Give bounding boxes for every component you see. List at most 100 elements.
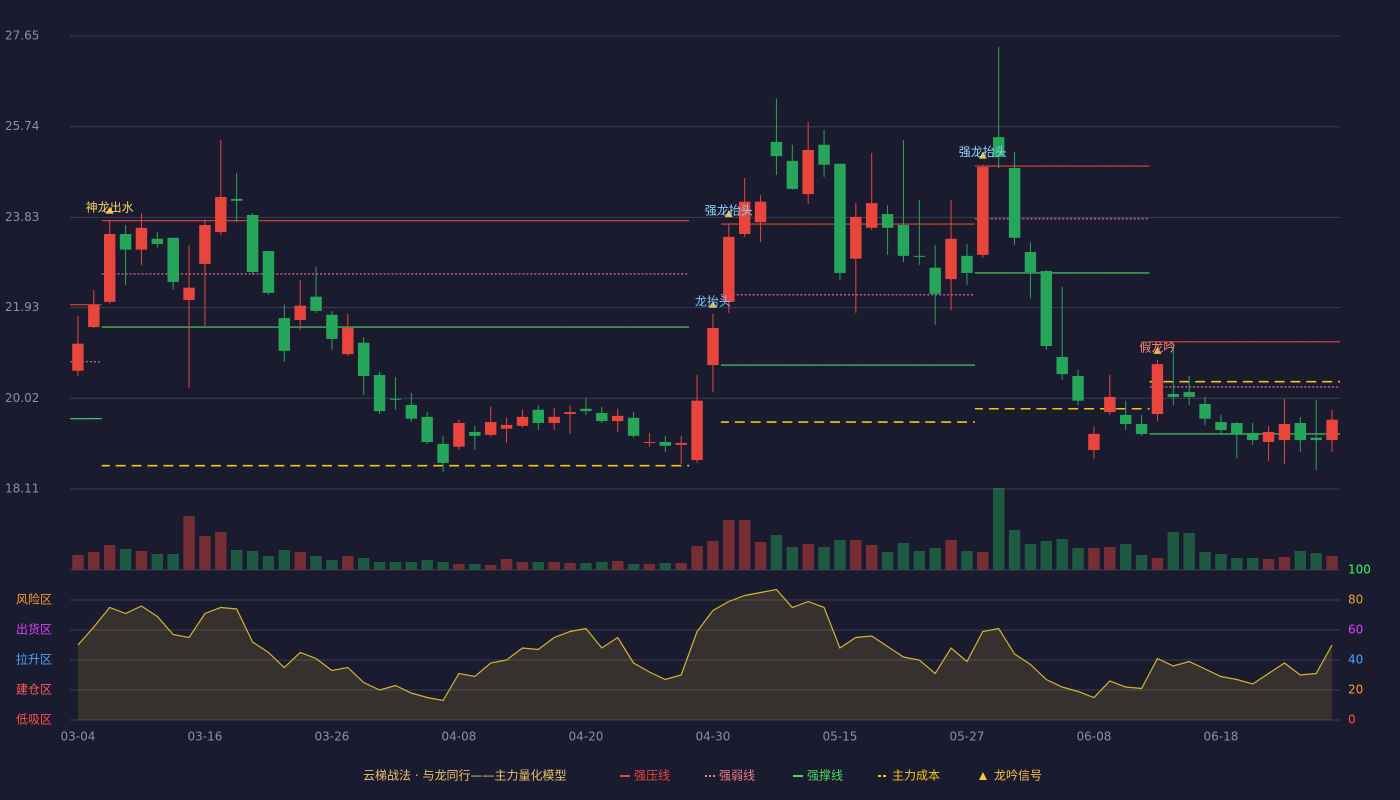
- x-tick-label: 05-15: [823, 730, 858, 744]
- candle-body: [1167, 394, 1180, 397]
- candle-body: [1151, 364, 1164, 414]
- volume-bar: [1104, 547, 1116, 570]
- volume-bar: [326, 560, 338, 570]
- volume-bar: [278, 550, 291, 570]
- candle-body: [897, 224, 910, 256]
- candle-body: [786, 160, 799, 189]
- volume-bar: [691, 546, 703, 570]
- candle-body: [421, 416, 433, 442]
- volume-bar: [437, 562, 449, 570]
- volume-bar: [961, 551, 973, 570]
- candle-body: [373, 375, 386, 412]
- signal-label: 假龙吟: [1139, 339, 1175, 354]
- volume-bar: [294, 552, 306, 570]
- signal-marker: [1153, 346, 1162, 354]
- candle-body: [1119, 414, 1132, 424]
- volume-bar: [516, 562, 529, 570]
- candle-body: [119, 234, 132, 250]
- signal-marker: [978, 151, 987, 159]
- volume-bar: [532, 562, 545, 570]
- y-tick-label: 27.65: [5, 29, 39, 43]
- candle-body: [183, 287, 195, 301]
- signal-label: 强龙抬头: [705, 204, 753, 218]
- volume-bar: [977, 552, 989, 570]
- candle-body: [326, 314, 338, 339]
- candle-body: [929, 267, 941, 294]
- candle-body: [199, 224, 211, 264]
- volume-bar: [310, 556, 322, 570]
- volume-bar: [707, 541, 719, 570]
- indicator-area: [77, 589, 1333, 720]
- candle-body: [754, 201, 767, 223]
- volume-bar: [151, 554, 164, 570]
- candle-body: [135, 227, 148, 250]
- volume-bar: [643, 564, 656, 570]
- volume-bar: [929, 548, 941, 570]
- candle-body: [1262, 432, 1275, 442]
- x-tick-label: 05-27: [950, 730, 985, 744]
- zone-label: 低吸区: [16, 713, 52, 727]
- volume-bar: [611, 561, 624, 570]
- candle-body: [1294, 422, 1307, 441]
- candle-body: [961, 255, 973, 273]
- volume-bar: [1215, 554, 1227, 570]
- candle-body: [723, 236, 735, 302]
- candle-body: [230, 198, 243, 201]
- candle-body: [1183, 392, 1195, 397]
- indicator-tick-label: 100: [1348, 563, 1371, 577]
- volume-bar: [1040, 541, 1053, 570]
- volume-bar: [119, 549, 132, 570]
- volume-bar: [373, 562, 386, 570]
- candle-body: [500, 424, 513, 429]
- candle-body: [262, 251, 275, 293]
- candle-body: [707, 328, 719, 366]
- zone-label: 风险区: [16, 592, 52, 607]
- candle-body: [659, 441, 672, 446]
- signal-marker: [724, 210, 733, 218]
- legend-label: 强压线: [634, 769, 670, 783]
- volume-bar: [1294, 551, 1307, 570]
- volume-bar: [723, 520, 735, 570]
- x-tick-label: 06-18: [1204, 730, 1239, 744]
- candle-body: [516, 416, 529, 426]
- volume-bar: [484, 565, 497, 570]
- candle-body: [834, 163, 846, 273]
- volume-bar: [1183, 533, 1195, 570]
- volume-bar: [770, 535, 783, 570]
- candle-body: [88, 304, 100, 328]
- candle-body: [405, 404, 418, 419]
- indicator-tick-label: 0: [1348, 713, 1356, 727]
- volume-bar: [1135, 555, 1148, 570]
- candle-body: [1231, 422, 1243, 435]
- x-tick-label: 04-08: [442, 730, 477, 744]
- signal-label: 强龙抬头: [959, 145, 1007, 159]
- x-tick-label: 03-16: [188, 730, 223, 744]
- candle-body: [564, 412, 576, 414]
- volume-bar: [1326, 556, 1338, 570]
- volume-bar: [865, 545, 878, 570]
- candle-body: [103, 234, 116, 302]
- candle-body: [246, 215, 259, 272]
- candle-body: [643, 441, 656, 443]
- volume-bar: [167, 554, 179, 570]
- candle-body: [342, 328, 354, 355]
- volume-bar: [246, 551, 259, 570]
- volume-bar: [850, 540, 862, 570]
- candle-body: [770, 141, 783, 157]
- legend-title: 云梯战法 · 与龙同行——主力量化模型: [363, 769, 566, 783]
- candle-body: [913, 255, 926, 257]
- candle-body: [1104, 396, 1116, 413]
- x-tick-label: 03-26: [315, 730, 350, 744]
- candle-body: [611, 415, 624, 422]
- volume-bar: [913, 551, 926, 570]
- volume-bar: [389, 562, 402, 570]
- legend-label: 强撑线: [807, 768, 843, 783]
- signal-label: 神龙出水: [86, 200, 134, 214]
- volume-bar: [1024, 544, 1037, 570]
- candle-body: [627, 417, 640, 436]
- volume-bar: [88, 552, 100, 570]
- signal-label: 龙抬头: [695, 294, 731, 308]
- candle-body: [453, 422, 465, 447]
